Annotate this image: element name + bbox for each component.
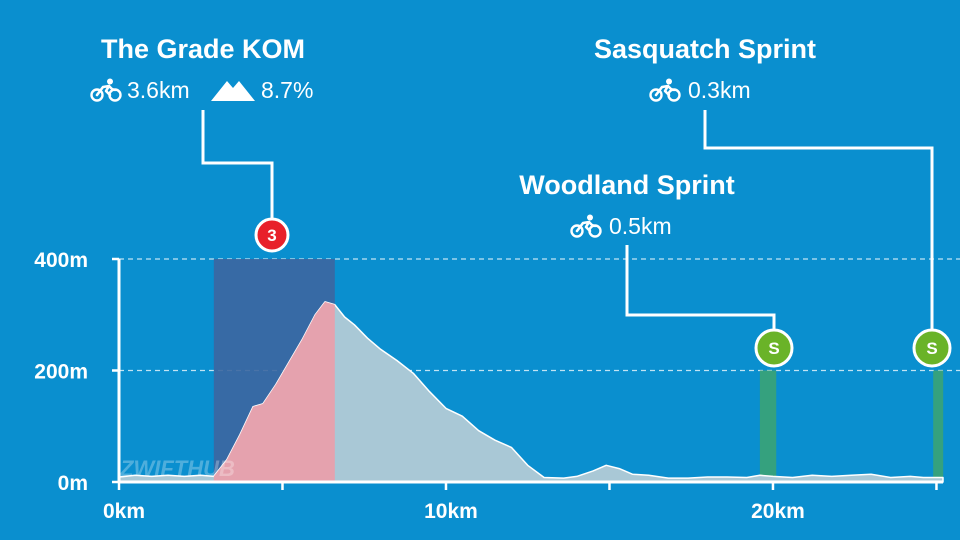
segment-title: Woodland Sprint xyxy=(519,170,734,200)
segment-distance: 0.3km xyxy=(688,77,751,103)
y-tick-label: 200m xyxy=(34,361,88,384)
segment-badges: 3 S S xyxy=(254,217,952,368)
axes: 0m 200m 400m 0km 10km 20km xyxy=(34,249,943,523)
watermark-part1: ZWIFT xyxy=(119,456,189,481)
badge-label: 3 xyxy=(267,226,276,245)
x-tick-label: 20km xyxy=(751,500,805,523)
cyclist-icon xyxy=(649,78,681,102)
segment-label-woodland-sprint: Woodland Sprint 0.5km xyxy=(519,170,734,239)
cyclist-icon xyxy=(570,214,602,238)
sprint-segment-bar xyxy=(933,370,944,482)
segment-title: Sasquatch Sprint xyxy=(594,34,816,64)
segment-leader-line xyxy=(625,245,776,330)
y-tick-label: 0m xyxy=(58,472,88,495)
segment-label-sasquatch-sprint: Sasquatch Sprint 0.3km xyxy=(594,34,816,103)
sprint-badge xyxy=(754,328,794,368)
y-tick-label: 400m xyxy=(34,249,88,272)
cyclist-icon xyxy=(90,78,122,102)
segment-distance: 0.5km xyxy=(609,213,672,239)
segment-gradient: 8.7% xyxy=(261,77,313,103)
sprint-segment-bar xyxy=(759,370,777,482)
mountain-icon xyxy=(211,81,255,101)
segment-title: The Grade KOM xyxy=(101,34,305,64)
segment-leader-lines xyxy=(201,110,934,330)
kom-badge xyxy=(254,217,290,253)
segment-distance: 3.6km xyxy=(127,77,190,103)
watermark: ZWIFTHUB xyxy=(119,456,235,481)
kom-climb-highlight xyxy=(213,301,335,482)
x-tick-label: 0km xyxy=(103,500,145,523)
segment-label-the-grade-kom: The Grade KOM 3.6km 8.7% xyxy=(90,34,313,103)
badge-label: S xyxy=(926,339,937,358)
x-tick-label: 10km xyxy=(424,500,478,523)
segment-leader-line xyxy=(703,110,934,330)
segment-leader-line xyxy=(201,110,274,218)
watermark-part2: HUB xyxy=(187,456,235,481)
badge-label: S xyxy=(768,339,779,358)
sprint-badge xyxy=(912,328,952,368)
